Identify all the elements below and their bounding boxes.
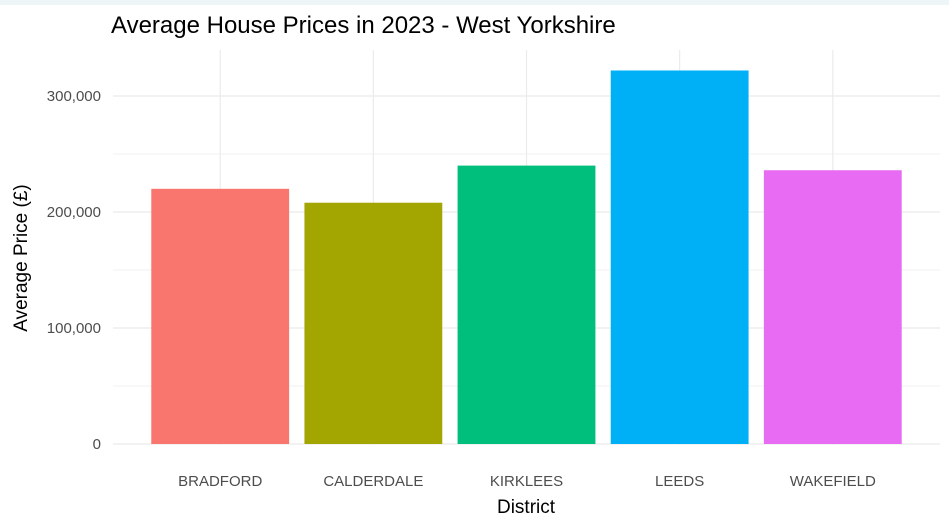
x-tick-label: BRADFORD xyxy=(178,473,262,490)
bar-wakefield xyxy=(763,170,902,445)
y-tick-label: 200,000 xyxy=(47,204,101,221)
y-tick-label: 300,000 xyxy=(47,88,101,105)
bar-leeds xyxy=(610,70,749,444)
y-axis-ticks: 0 100,000 200,000 300,000 xyxy=(47,88,101,453)
bar-bradford xyxy=(151,188,290,444)
x-axis-title: District xyxy=(497,497,556,517)
window-top-strip xyxy=(0,0,949,5)
bars xyxy=(151,70,902,445)
x-tick-label: KIRKLEES xyxy=(490,473,563,490)
x-tick-label: LEEDS xyxy=(655,473,704,490)
bar-calderdale xyxy=(304,202,443,444)
y-tick-label: 100,000 xyxy=(47,320,101,337)
y-axis-title: Average Price (£) xyxy=(11,184,32,332)
chart-title: Average House Prices in 2023 - West York… xyxy=(111,12,616,39)
bar-kirklees xyxy=(457,165,596,444)
y-tick-label: 0 xyxy=(93,436,101,453)
x-tick-label: CALDERDALE xyxy=(323,473,423,490)
x-tick-label: WAKEFIELD xyxy=(790,473,876,490)
x-axis-ticks: BRADFORD CALDERDALE KIRKLEES LEEDS WAKEFIELD xyxy=(178,473,876,490)
